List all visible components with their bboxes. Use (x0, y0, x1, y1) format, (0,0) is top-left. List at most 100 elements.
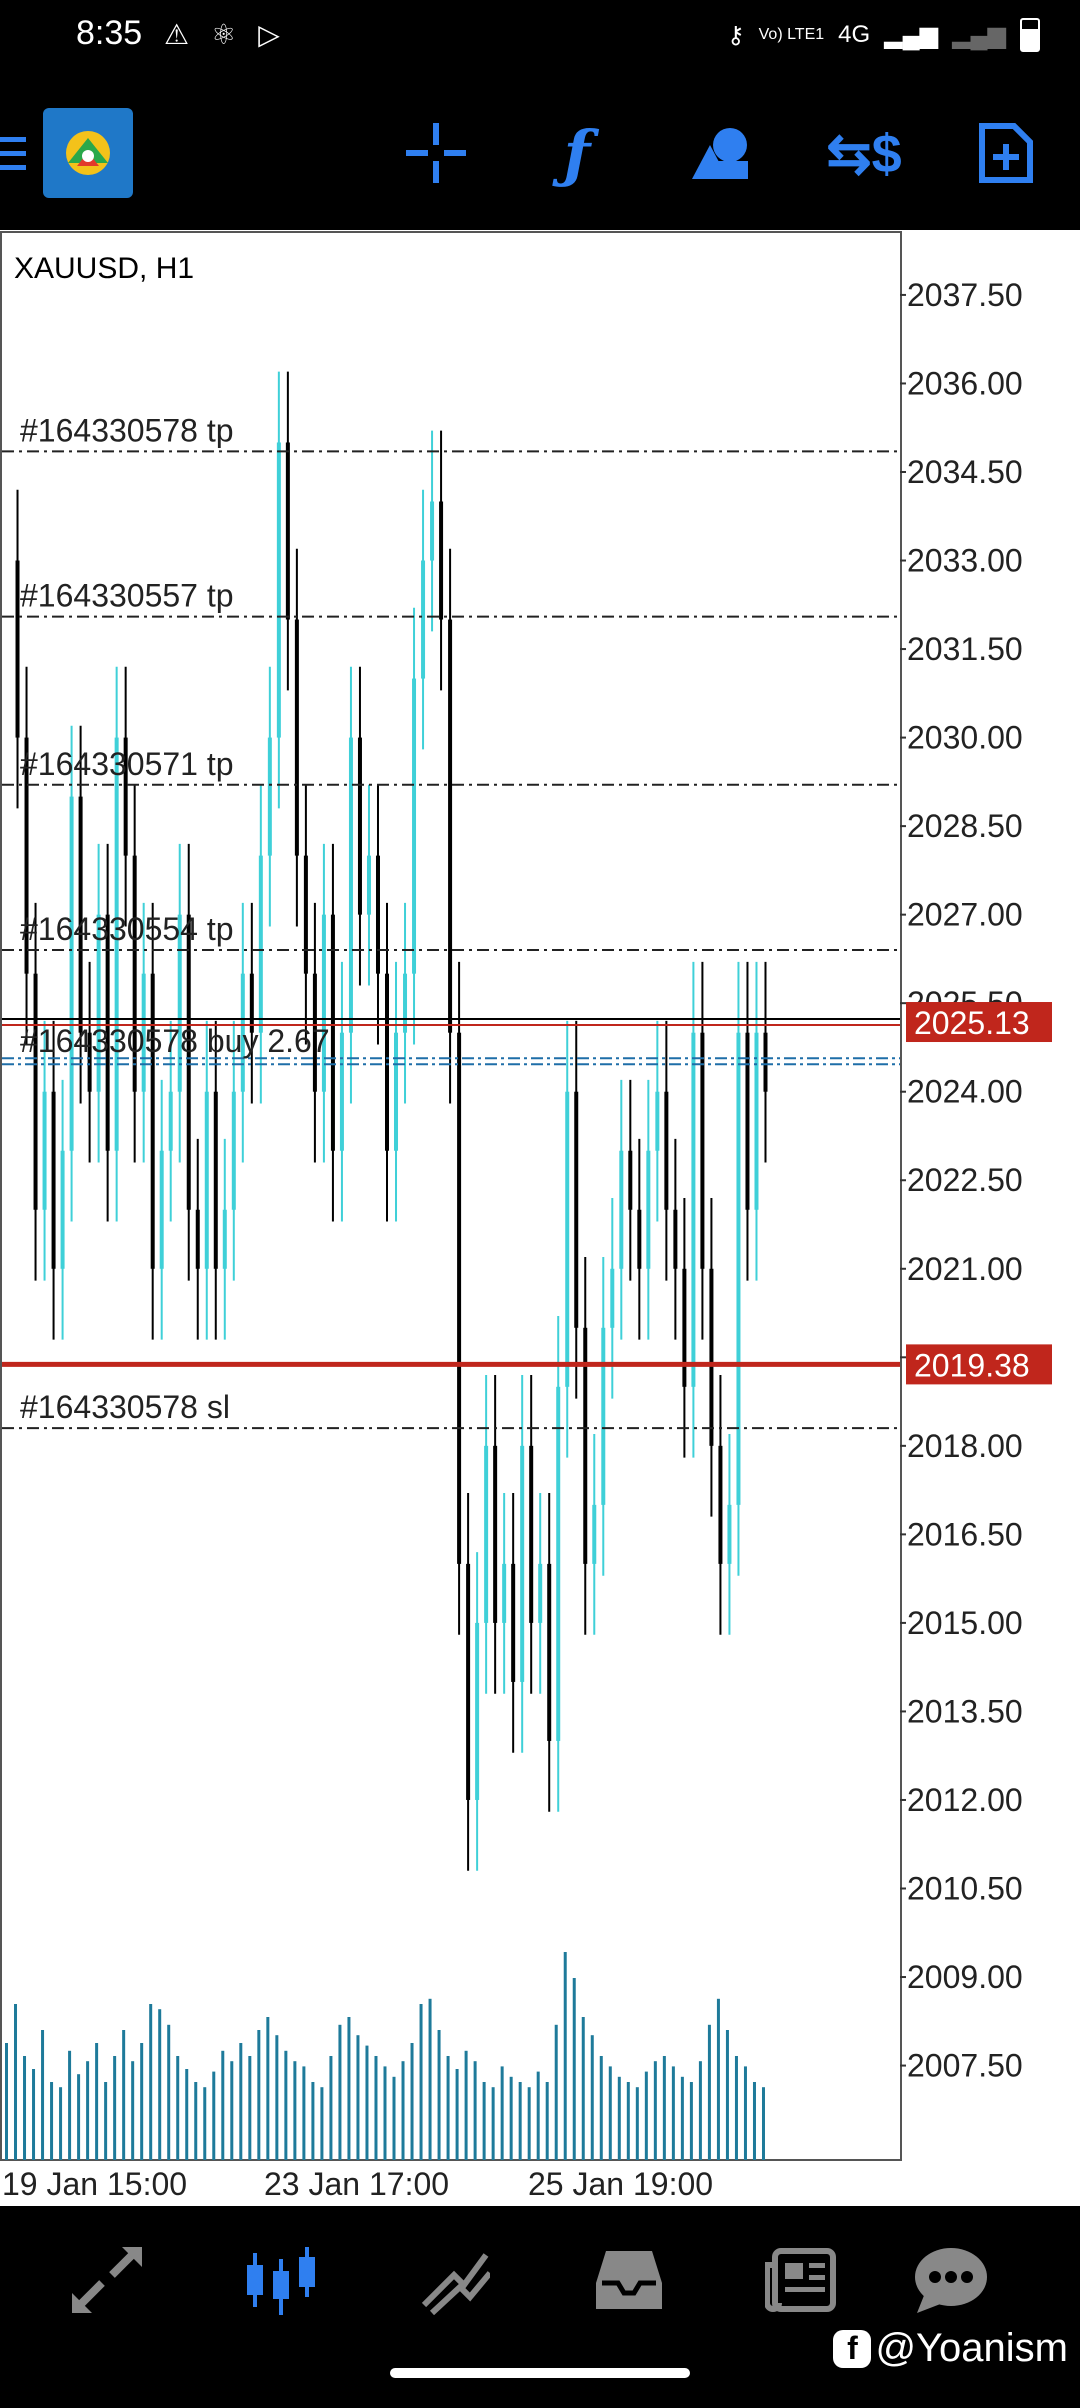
quotes-icon[interactable] (52, 2240, 162, 2320)
candle-body (357, 737, 362, 915)
symbol-icon[interactable]: ⇆$ (826, 123, 902, 184)
volume-bar (572, 1978, 576, 2160)
candle-body (348, 737, 353, 1033)
volume-bar (464, 2050, 468, 2160)
candle-body (430, 501, 435, 561)
candle-body (610, 1268, 615, 1328)
order-line-label: #164330554 tp (20, 911, 234, 947)
candle-body (321, 914, 326, 1092)
volume-bar (122, 2030, 126, 2160)
candle-body (132, 855, 137, 1092)
volume-bar (77, 2074, 81, 2160)
candle-body (258, 855, 263, 1033)
volume-bar (761, 2087, 765, 2160)
price-tick-label: 2036.00 (907, 365, 1023, 401)
news-icon[interactable] (746, 2240, 856, 2320)
volume-bar (644, 2071, 648, 2160)
volume-bar (230, 2061, 234, 2160)
volume-bar (23, 2056, 27, 2160)
candle-body (96, 914, 101, 1092)
volume-bar (203, 2087, 207, 2160)
volume-bar (473, 2061, 477, 2160)
history-icon[interactable] (574, 2240, 684, 2320)
candle-body (637, 1209, 642, 1269)
candle-body (682, 1268, 687, 1387)
signal-icon: ▂▄▆ (952, 21, 1006, 49)
volume-bar (392, 2076, 396, 2160)
home-indicator[interactable] (390, 2368, 690, 2378)
volume-bar (320, 2087, 324, 2160)
objects-icon[interactable] (680, 113, 760, 193)
price-chart[interactable]: #164330578 tp #164330557 tp #164330571 tp #… (0, 230, 1080, 2206)
candle-body (168, 1091, 173, 1151)
volume-bars (5, 1952, 765, 2160)
indicators-icon[interactable]: ƒ (563, 116, 591, 190)
volume-bar (221, 2050, 225, 2160)
chart-canvas[interactable]: #164330578 tp #164330557 tp #164330571 tp #… (0, 230, 1080, 2206)
volume-bar (239, 2043, 243, 2160)
candle-body (231, 1091, 236, 1210)
candle-body (556, 1386, 561, 1741)
volume-bar (581, 2017, 585, 2160)
candle-body (592, 1504, 597, 1564)
candle-body (475, 1622, 480, 1800)
clock: 8:35 (76, 14, 143, 52)
facebook-icon: f (833, 2329, 872, 2368)
time-tick-label: 23 Jan 17:00 (264, 2166, 449, 2202)
candle-body (673, 1209, 678, 1269)
order-line-label: #164330571 tp (20, 746, 234, 782)
volume-bar (680, 2076, 684, 2160)
candle-body (285, 442, 290, 620)
trade-icon[interactable] (400, 2240, 510, 2320)
candle-body (691, 1032, 696, 1387)
volume-bar (599, 2056, 603, 2160)
volume-bar (626, 2082, 630, 2160)
candle-body (457, 1032, 462, 1564)
candle-body (177, 914, 182, 1092)
candle-body (375, 855, 380, 974)
chat-icon[interactable] (896, 2240, 1006, 2320)
candle-body (105, 914, 110, 1151)
candle-body (421, 560, 426, 679)
candle-body (33, 973, 38, 1210)
candle-body (466, 1563, 471, 1800)
candle-body (114, 737, 119, 1151)
volume-bar (419, 2004, 423, 2160)
volume-bar (689, 2082, 693, 2160)
candle-body (204, 1091, 209, 1269)
sl-price-tag: 2019.38 (914, 1347, 1030, 1383)
warning-icon: ⚠ (164, 19, 190, 50)
time-tick-label: 25 Jan 19:00 (528, 2166, 713, 2202)
price-tick-label: 2024.00 (907, 1074, 1023, 1110)
candle-body (709, 1268, 714, 1446)
price-tick-label: 2007.50 (907, 2048, 1023, 2084)
volume-bar (176, 2056, 180, 2160)
candle-body (565, 1091, 570, 1387)
new-order-icon[interactable] (966, 113, 1046, 193)
volume-bar (428, 1998, 432, 2160)
volume-bar (608, 2066, 612, 2160)
play-store-icon: ▷ (258, 19, 280, 50)
volume-bar (698, 2061, 702, 2160)
volume-bar (275, 2035, 279, 2160)
candle-body (294, 619, 299, 856)
candle-body (267, 737, 272, 856)
candle-body (412, 678, 417, 974)
order-line-label: #164330578 tp (20, 412, 234, 448)
volume-bar (590, 2035, 594, 2160)
volume-bar (194, 2082, 198, 2160)
volume-bar (50, 2082, 54, 2160)
volume-bar (347, 2017, 351, 2160)
menu-icon[interactable] (0, 113, 30, 193)
metatrader-logo[interactable] (43, 108, 133, 198)
crosshair-icon[interactable] (396, 113, 476, 193)
battery-icon (1020, 18, 1040, 52)
order-lines: #164330578 tp #164330557 tp #164330571 tp #… (2, 412, 900, 1430)
chart-icon[interactable] (226, 2240, 336, 2320)
volume-bar (86, 2061, 90, 2160)
network-label: 4G (838, 21, 871, 48)
sl-price-tag-bg (906, 1344, 1052, 1385)
candle-body (366, 855, 371, 915)
watermark: f @Yoanism (833, 2326, 1068, 2371)
volume-bar (311, 2082, 315, 2160)
